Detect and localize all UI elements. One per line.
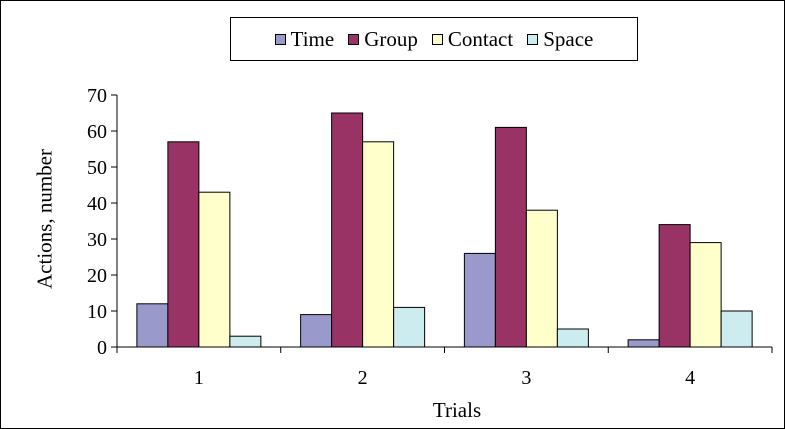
chart-legend: Time Group Contact Space	[230, 17, 638, 61]
y-tick-label: 40	[87, 193, 107, 215]
bar-space-3	[556, 328, 589, 348]
y-tick-label: 70	[87, 85, 107, 107]
bar-contact-2	[362, 141, 395, 348]
bar-contact-3	[525, 209, 558, 348]
legend-swatch-space	[527, 33, 539, 45]
bar-time-3	[463, 252, 496, 348]
bar-time-2	[300, 314, 333, 348]
bar-space-4	[720, 310, 753, 348]
x-tick-label: 1	[194, 367, 204, 389]
bar-group-4	[658, 224, 691, 348]
legend-item-space: Space	[527, 27, 593, 52]
legend-swatch-time	[274, 33, 286, 45]
legend-swatch-group	[348, 33, 360, 45]
y-tick-label: 50	[87, 157, 107, 179]
x-tick-label: 2	[358, 367, 368, 389]
x-tick-label: 3	[521, 367, 531, 389]
y-tick-label: 60	[87, 121, 107, 143]
bar-group-2	[331, 112, 364, 348]
legend-item-group: Group	[348, 27, 418, 52]
legend-label-time: Time	[290, 26, 335, 51]
y-tick-label: 20	[87, 265, 107, 287]
x-tick-label: 4	[685, 367, 695, 389]
y-tick-label: 30	[87, 229, 107, 251]
bar-time-4	[627, 339, 660, 348]
legend-item-contact: Contact	[431, 26, 514, 52]
bar-space-1	[229, 335, 262, 348]
legend-label-group: Group	[364, 26, 418, 51]
x-axis-title: Trials	[432, 398, 482, 422]
legend-swatch-contact	[431, 33, 443, 45]
y-tick-label: 10	[87, 301, 107, 323]
bar-space-2	[393, 306, 426, 348]
bar-contact-4	[689, 242, 722, 348]
y-axis-title: Actions, number	[32, 149, 57, 289]
bar-contact-1	[198, 191, 231, 348]
legend-label-contact: Contact	[447, 26, 514, 51]
bar-time-1	[136, 303, 169, 348]
bar-group-3	[494, 126, 527, 348]
legend-label-space: Space	[543, 26, 594, 51]
bar-group-1	[167, 141, 200, 348]
y-tick-label: 0	[97, 337, 107, 359]
legend-item-time: Time	[274, 26, 335, 52]
